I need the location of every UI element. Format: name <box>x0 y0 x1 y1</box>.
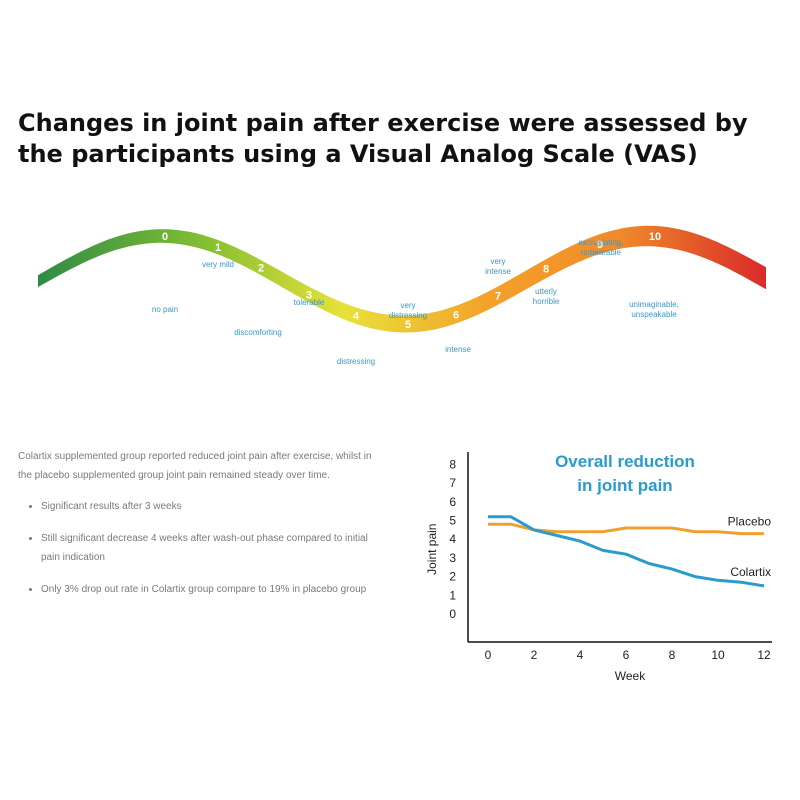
y-tick-label: 1 <box>449 588 456 602</box>
summary-bullet: Significant results after 3 weeks <box>41 497 388 516</box>
summary-bullet: Only 3% drop out rate in Colartix group … <box>41 580 388 599</box>
vas-label: very intense <box>485 257 511 276</box>
vas-wave-band <box>38 225 766 333</box>
vas-scale: 0 no pain 1 very mild 2 discomforting 3tolerab… <box>38 225 766 366</box>
x-axis-label: Week <box>615 669 646 683</box>
vas-number: 8 <box>543 264 549 276</box>
vas-number: 7 <box>495 291 501 303</box>
vas-label: utterly horrible <box>533 287 560 306</box>
vas-label: very distressing <box>389 301 427 320</box>
y-tick-label: 0 <box>449 607 456 621</box>
vas-number: 10 <box>649 231 661 243</box>
vas-number: 0 <box>162 231 168 243</box>
vas-number: 2 <box>258 263 264 275</box>
vas-number: 3 <box>306 290 312 302</box>
chart-title: Overall reduction in joint pain <box>555 452 695 495</box>
y-tick-label: 5 <box>449 514 456 528</box>
summary-intro: Colartix supplemented group reported red… <box>18 451 372 481</box>
y-tick-label: 7 <box>449 476 456 490</box>
series-label-colartix: Colartix <box>730 565 771 579</box>
x-tick-label: 2 <box>531 648 538 662</box>
y-axis-label: Joint pain <box>425 524 439 575</box>
summary-bullet: Still significant decrease 4 weeks after… <box>41 529 388 567</box>
vas-label: no pain <box>152 305 178 314</box>
vas-label: tolerable <box>294 298 325 307</box>
x-tick-label: 4 <box>577 648 584 662</box>
y-tick-label: 4 <box>449 532 456 546</box>
x-tick-label: 0 <box>485 648 492 662</box>
y-tick-label: 8 <box>449 457 456 471</box>
x-tick-label: 12 <box>757 648 771 662</box>
series-label-placebo: Placebo <box>728 515 772 529</box>
y-tick-label: 6 <box>449 495 456 509</box>
vas-label: intense <box>445 345 471 354</box>
vas-number: 6 <box>453 310 459 322</box>
vas-number: 9 <box>597 239 603 251</box>
y-tick-label: 3 <box>449 551 456 565</box>
vas-number: 1 <box>215 242 221 254</box>
vas-label: excruciating, unbearable <box>579 238 624 257</box>
x-tick-label: 8 <box>669 648 676 662</box>
vas-label: distressing <box>337 357 375 366</box>
vas-number: 4 <box>353 311 360 323</box>
x-tick-label: 10 <box>711 648 725 662</box>
vas-label: discomforting <box>234 328 282 337</box>
vas-label: unimaginable, unspeakable <box>629 300 679 319</box>
y-tick-label: 2 <box>449 570 456 584</box>
vas-number: 5 <box>405 319 411 331</box>
summary-panel: Colartix supplemented group reported red… <box>18 447 388 612</box>
series-line-colartix <box>488 515 765 588</box>
vas-label: very mild <box>202 260 234 269</box>
summary-bullets: Significant results after 3 weeks Still … <box>18 497 388 599</box>
x-tick-label: 6 <box>623 648 630 662</box>
page-headline: Changes in joint pain after exercise wer… <box>18 109 748 168</box>
